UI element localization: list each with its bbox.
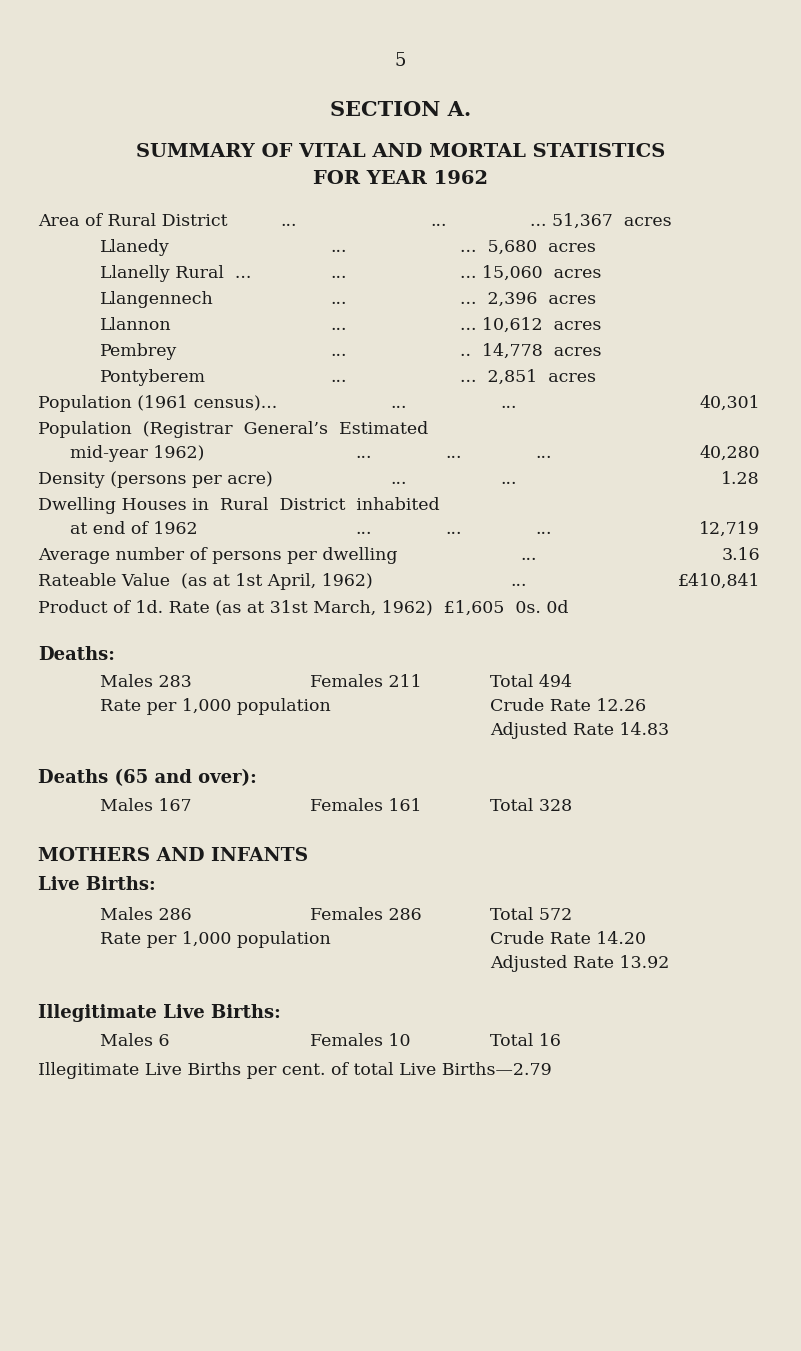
Text: Females 286: Females 286 xyxy=(310,907,421,924)
Text: ... 15,060  acres: ... 15,060 acres xyxy=(460,265,602,282)
Text: 3.16: 3.16 xyxy=(722,547,760,563)
Text: ... 51,367  acres: ... 51,367 acres xyxy=(530,213,671,230)
Text: Dwelling Houses in  Rural  District  inhabited: Dwelling Houses in Rural District inhabi… xyxy=(38,497,440,513)
Text: ...: ... xyxy=(390,394,406,412)
Text: at end of 1962: at end of 1962 xyxy=(70,521,198,538)
Text: Females 161: Females 161 xyxy=(310,798,421,815)
Text: ...: ... xyxy=(445,444,461,462)
Text: Llanelly Rural  ...: Llanelly Rural ... xyxy=(100,265,252,282)
Text: ...: ... xyxy=(280,213,296,230)
Text: mid-year 1962): mid-year 1962) xyxy=(70,444,204,462)
Text: Total 16: Total 16 xyxy=(490,1034,561,1050)
Text: ...: ... xyxy=(510,573,526,590)
Text: MOTHERS AND INFANTS: MOTHERS AND INFANTS xyxy=(38,847,308,865)
Text: ...: ... xyxy=(520,547,537,563)
Text: Population (1961 census)...: Population (1961 census)... xyxy=(38,394,277,412)
Text: 40,301: 40,301 xyxy=(699,394,760,412)
Text: 1.28: 1.28 xyxy=(722,471,760,488)
Text: 12,719: 12,719 xyxy=(699,521,760,538)
Text: ...  5,680  acres: ... 5,680 acres xyxy=(460,239,596,255)
Text: ...: ... xyxy=(500,394,517,412)
Text: ...: ... xyxy=(430,213,446,230)
Text: Total 494: Total 494 xyxy=(490,674,572,692)
Text: 5: 5 xyxy=(395,51,406,70)
Text: Total 328: Total 328 xyxy=(490,798,572,815)
Text: ...: ... xyxy=(330,239,347,255)
Text: Pontyberem: Pontyberem xyxy=(100,369,206,386)
Text: Pembrey: Pembrey xyxy=(100,343,177,359)
Text: Crude Rate 14.20: Crude Rate 14.20 xyxy=(490,931,646,948)
Text: Llangennech: Llangennech xyxy=(100,290,214,308)
Text: Llannon: Llannon xyxy=(100,317,171,334)
Text: ...: ... xyxy=(390,471,406,488)
Text: 40,280: 40,280 xyxy=(699,444,760,462)
Text: SUMMARY OF VITAL AND MORTAL STATISTICS: SUMMARY OF VITAL AND MORTAL STATISTICS xyxy=(136,143,665,161)
Text: ...: ... xyxy=(535,521,552,538)
Text: Deaths:: Deaths: xyxy=(38,646,115,663)
Text: Males 6: Males 6 xyxy=(100,1034,170,1050)
Text: Males 167: Males 167 xyxy=(100,798,191,815)
Text: ...: ... xyxy=(445,521,461,538)
Text: ..  14,778  acres: .. 14,778 acres xyxy=(460,343,602,359)
Text: ...: ... xyxy=(330,290,347,308)
Text: ...: ... xyxy=(330,369,347,386)
Text: ...: ... xyxy=(535,444,552,462)
Text: Adjusted Rate 13.92: Adjusted Rate 13.92 xyxy=(490,955,670,971)
Text: Rateable Value  (as at 1st April, 1962): Rateable Value (as at 1st April, 1962) xyxy=(38,573,372,590)
Text: Crude Rate 12.26: Crude Rate 12.26 xyxy=(490,698,646,716)
Text: Population  (Registrar  General’s  Estimated: Population (Registrar General’s Estimate… xyxy=(38,422,429,438)
Text: Average number of persons per dwelling: Average number of persons per dwelling xyxy=(38,547,397,563)
Text: ... 10,612  acres: ... 10,612 acres xyxy=(460,317,602,334)
Text: FOR YEAR 1962: FOR YEAR 1962 xyxy=(313,170,488,188)
Text: Adjusted Rate 14.83: Adjusted Rate 14.83 xyxy=(490,723,669,739)
Text: ...: ... xyxy=(355,444,372,462)
Text: ...: ... xyxy=(330,317,347,334)
Text: ...: ... xyxy=(355,521,372,538)
Text: Females 10: Females 10 xyxy=(310,1034,410,1050)
Text: ...: ... xyxy=(330,265,347,282)
Text: Product of 1d. Rate (as at 31st March, 1962)  £1,605  0s. 0d: Product of 1d. Rate (as at 31st March, 1… xyxy=(38,598,569,616)
Text: Total 572: Total 572 xyxy=(490,907,572,924)
Text: Density (persons per acre): Density (persons per acre) xyxy=(38,471,273,488)
Text: Males 286: Males 286 xyxy=(100,907,191,924)
Text: ...: ... xyxy=(330,343,347,359)
Text: Illegitimate Live Births:: Illegitimate Live Births: xyxy=(38,1004,280,1023)
Text: Llanedy: Llanedy xyxy=(100,239,170,255)
Text: Males 283: Males 283 xyxy=(100,674,191,692)
Text: Live Births:: Live Births: xyxy=(38,875,155,894)
Text: ...  2,396  acres: ... 2,396 acres xyxy=(460,290,596,308)
Text: Rate per 1,000 population: Rate per 1,000 population xyxy=(100,698,331,716)
Text: Area of Rural District: Area of Rural District xyxy=(38,213,227,230)
Text: SECTION A.: SECTION A. xyxy=(330,100,471,120)
Text: ...: ... xyxy=(500,471,517,488)
Text: Rate per 1,000 population: Rate per 1,000 population xyxy=(100,931,331,948)
Text: ...  2,851  acres: ... 2,851 acres xyxy=(460,369,596,386)
Text: Females 211: Females 211 xyxy=(310,674,421,692)
Text: Deaths (65 and over):: Deaths (65 and over): xyxy=(38,769,257,788)
Text: Illegitimate Live Births per cent. of total Live Births—2.79: Illegitimate Live Births per cent. of to… xyxy=(38,1062,552,1078)
Text: £410,841: £410,841 xyxy=(678,573,760,590)
